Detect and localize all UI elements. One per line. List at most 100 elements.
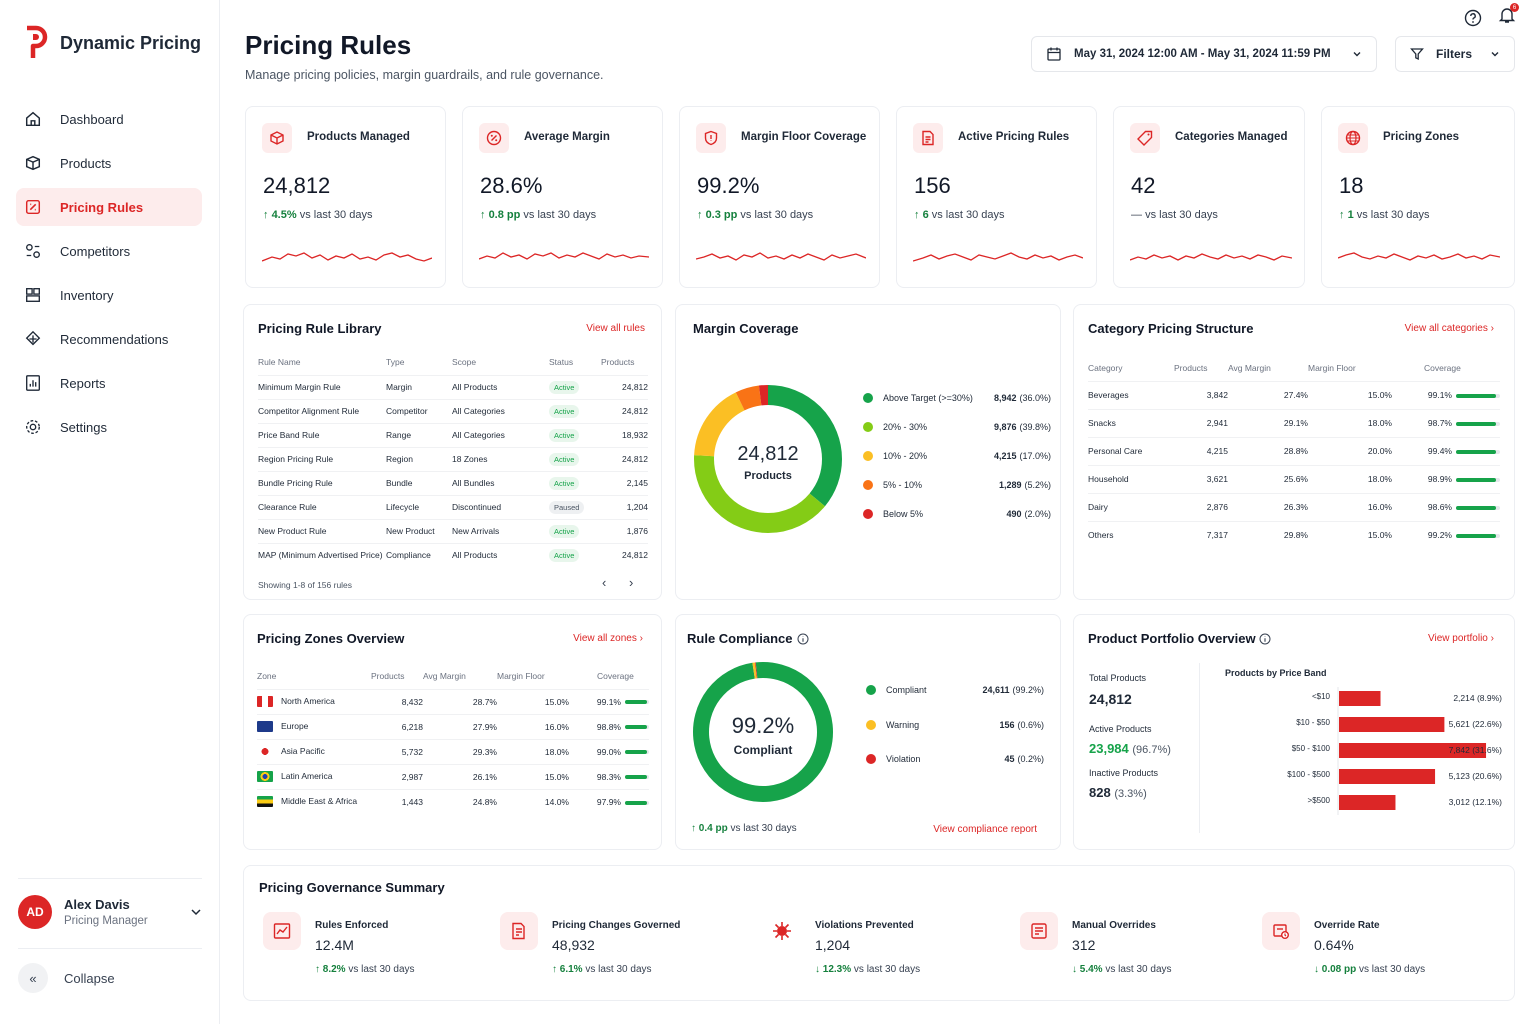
coverage-bar-fill — [1456, 421, 1496, 426]
compliance-delta: 0.4 pp — [698, 823, 728, 834]
table-row[interactable]: Snacks 2,941 29.1% 18.0% 98.7% — [1088, 408, 1500, 437]
kpi-card-products-managed[interactable]: Products Managed 24,812 ↑ 4.5% vs last 3… — [245, 106, 446, 288]
donut-center: 99.2% Compliant — [692, 713, 834, 757]
sidebar-item-competitors[interactable]: Competitors — [16, 232, 202, 270]
help-icon[interactable] — [1464, 9, 1482, 27]
table-row[interactable]: Bundle Pricing Rule Bundle All Bundles Acti… — [258, 470, 648, 495]
table-cell: All Categories — [452, 398, 549, 423]
date-range-picker[interactable]: May 31, 2024 12:00 AM - May 31, 2024 11:… — [1031, 36, 1377, 72]
view-portfolio-link[interactable]: View portfolio › — [1428, 633, 1494, 644]
table-row[interactable]: Beverages 3,842 27.4% 15.0% 99.1% — [1088, 380, 1500, 409]
kpi-value: 28.6% — [480, 173, 543, 198]
kpi-card-active-pricing-rules[interactable]: Active Pricing Rules 156 ↑ 6 vs last 30 … — [896, 106, 1097, 288]
table-row[interactable]: Middle East & Africa 1,443 24.8% 14.0% 97.9% — [257, 788, 649, 814]
table-row[interactable]: Europe 6,218 27.9% 16.0% 98.8% — [257, 713, 649, 739]
table-cell: All Products — [452, 374, 549, 399]
legend-value: 156 — [999, 719, 1015, 730]
sidebar-item-recommendations[interactable]: Recommendations — [16, 320, 202, 358]
flag-africa-icon — [257, 796, 273, 808]
row-label: Others — [1088, 530, 1114, 541]
active-products-label: Active Products — [1089, 724, 1152, 734]
band-tick-label: $10 - $50 — [1296, 718, 1330, 727]
coverage-bar — [1456, 393, 1500, 398]
table-row[interactable]: New Product Rule New Product New Arrivals A… — [258, 518, 648, 543]
view-all-zones-link[interactable]: View all zones › — [573, 633, 643, 644]
table-cell: 8,432 — [371, 688, 423, 714]
table-cell: 26.1% — [423, 763, 497, 789]
view-all-categories-link[interactable]: View all categories › — [1405, 323, 1494, 334]
gov-pricing-changes-governed: Pricing Changes Governed 48,932 ↑ 6.1% v… — [500, 906, 730, 986]
kpi-card-margin-floor-coverage[interactable]: Margin Floor Coverage 99.2% ↑ 0.3 pp vs … — [679, 106, 880, 288]
kpi-card-pricing-zones[interactable]: Pricing Zones 18 ↑ 1 vs last 30 days — [1321, 106, 1515, 288]
governance-summary-card: Pricing Governance Summary — [243, 865, 1515, 1001]
row-label: Europe — [281, 720, 309, 731]
user-profile[interactable]: AD Alex Davis Pricing Manager — [18, 878, 202, 929]
col-coverage: Coverage — [597, 670, 634, 681]
gov-value: 12.4M — [315, 937, 354, 953]
kpi-value: 99.2% — [697, 173, 760, 198]
sidebar-item-settings[interactable]: Settings — [16, 408, 202, 446]
table-cell: 29.3% — [423, 738, 497, 764]
donut-center-label: Compliant — [733, 743, 793, 757]
next-page-button[interactable]: › — [629, 575, 634, 590]
kpi-card-average-margin[interactable]: Average Margin 28.6% ↑ 0.8 pp vs last 30… — [462, 106, 663, 288]
coverage-cell: 99.1% — [569, 688, 649, 714]
table-row[interactable]: Price Band Rule Range All Categories Active… — [258, 422, 648, 447]
kpi-suffix: vs last 30 days — [299, 209, 373, 221]
table-row[interactable]: Dairy 2,876 26.3% 16.0% 98.6% — [1088, 492, 1500, 521]
col-status: Status — [549, 356, 574, 367]
sidebar: Dynamic Pricing Dashboard Products Prici… — [0, 0, 220, 1024]
table-row[interactable]: Clearance Rule Lifecycle Discontinued Pause… — [258, 494, 648, 519]
table-row[interactable]: Others 7,317 29.8% 15.0% 99.2% — [1088, 520, 1500, 549]
table-row[interactable]: Household 3,621 25.6% 18.0% 98.9% — [1088, 464, 1500, 493]
band-tick-label: $100 - $500 — [1287, 770, 1330, 779]
coverage-value: 99.0% — [596, 746, 621, 757]
legend-item: 10% - 20% 4,215 (17.0%) — [863, 441, 1051, 470]
legend-item: Above Target (>=30%) 8,942 (36.0%) — [863, 383, 1051, 412]
kpi-change: ↑ 0.3 pp vs last 30 days — [697, 209, 813, 221]
notifications-button[interactable]: 6 — [1498, 3, 1519, 29]
price-band-chart-title: Products by Price Band — [1225, 668, 1327, 678]
table-row[interactable]: Personal Care 4,215 28.8% 20.0% 99.4% — [1088, 436, 1500, 465]
status-cell: Active — [549, 446, 601, 471]
table-row[interactable]: Minimum Margin Rule Margin All Products Act… — [258, 374, 648, 399]
coverage-bar — [1456, 505, 1500, 510]
col-avg-margin: Avg Margin — [1228, 362, 1271, 373]
trend-down-icon: ↓ — [815, 964, 820, 975]
chevron-down-icon[interactable] — [190, 906, 202, 918]
sparkline — [262, 252, 432, 262]
sidebar-item-pricing-rules[interactable]: Pricing Rules — [16, 188, 202, 226]
coverage-cell: 99.1% — [1392, 380, 1500, 409]
prev-page-button[interactable]: ‹ — [602, 575, 607, 590]
table-cell: New Product — [386, 518, 452, 543]
table-row[interactable]: MAP (Minimum Advertised Price) Compliance… — [258, 542, 648, 567]
sidebar-item-dashboard[interactable]: Dashboard — [16, 100, 202, 138]
gov-change: ↓ 0.08 pp vs last 30 days — [1314, 964, 1425, 975]
user-name: Alex Davis — [64, 897, 130, 912]
sidebar-item-reports[interactable]: Reports — [16, 364, 202, 402]
gov-value: 0.64% — [1314, 937, 1354, 953]
info-icon[interactable] — [1259, 633, 1271, 645]
info-icon[interactable] — [797, 633, 809, 645]
table-cell: 28.7% — [423, 688, 497, 714]
sidebar-item-products[interactable]: Products — [16, 144, 202, 182]
gear-icon — [26, 420, 40, 434]
kpi-card-categories-managed[interactable]: Categories Managed 42 — vs last 30 days — [1113, 106, 1305, 288]
table-row[interactable]: Asia Pacific 5,732 29.3% 18.0% 99.0% — [257, 738, 649, 764]
table-row[interactable]: North America 8,432 28.7% 15.0% 99.1% — [257, 688, 649, 714]
collapse-button[interactable]: « Collapse — [18, 948, 202, 993]
view-all-rules-link[interactable]: View all rules — [586, 323, 645, 334]
logo[interactable]: Dynamic Pricing — [24, 24, 201, 62]
gov-change: ↑ 6.1% vs last 30 days — [552, 964, 652, 975]
coverage-cell: 98.3% — [569, 763, 649, 789]
kpi-value: 156 — [914, 173, 951, 198]
table-row[interactable]: Latin America 2,987 26.1% 15.0% 98.3% — [257, 763, 649, 789]
table-row[interactable]: Competitor Alignment Rule Competitor All C… — [258, 398, 648, 423]
category-table: Category Products Avg Margin Margin Floo… — [1088, 355, 1500, 549]
coverage-bar-fill — [1456, 505, 1496, 510]
kpi-delta: 0.3 pp — [705, 209, 738, 221]
filters-button[interactable]: Filters — [1395, 36, 1515, 72]
table-row[interactable]: Region Pricing Rule Region 18 Zones Active 2… — [258, 446, 648, 471]
view-compliance-report-link[interactable]: View compliance report — [933, 824, 1037, 835]
sidebar-item-inventory[interactable]: Inventory — [16, 276, 202, 314]
